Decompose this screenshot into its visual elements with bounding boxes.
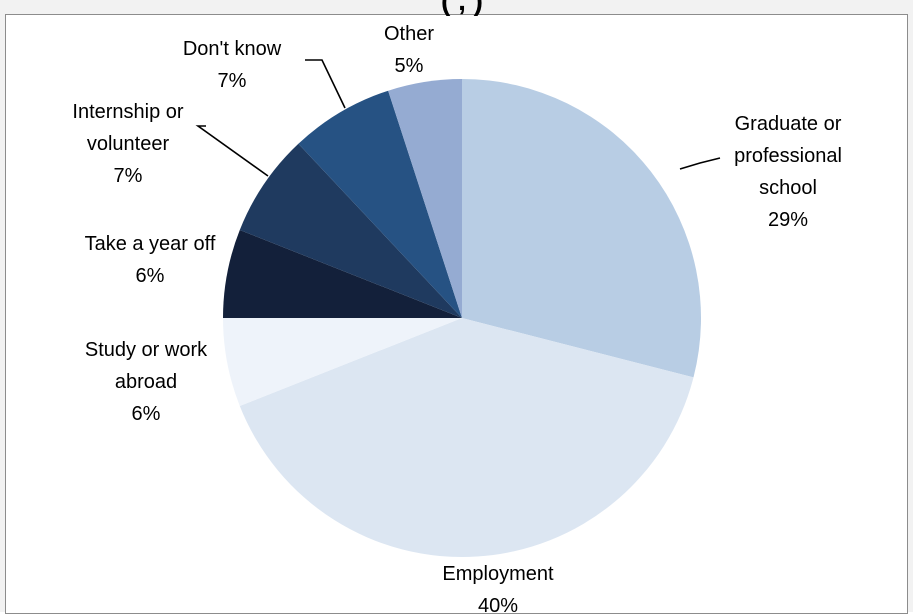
slice-category-label: volunteer <box>87 133 170 155</box>
slice-category-label: abroad <box>115 371 177 393</box>
slice-category-label: Internship or <box>72 101 184 123</box>
chart-title: ( , ) <box>441 0 483 16</box>
slice-value-label: 6% <box>132 403 161 425</box>
slice-value-label: 7% <box>218 70 247 92</box>
slice-labels: Graduate or professional school 29% Employme… <box>72 23 842 612</box>
leader-lines <box>195 59 721 177</box>
pie-slice <box>239 318 694 557</box>
slice-value-label: 29% <box>768 209 808 231</box>
pie-slice <box>223 318 462 406</box>
pie-slice <box>388 79 462 318</box>
slice-value-label: 6% <box>136 265 165 287</box>
slice-category-label: Other <box>384 23 434 45</box>
slice-category-label: professional <box>734 145 842 167</box>
pie-slices <box>223 79 701 557</box>
leader-line <box>195 125 269 177</box>
pie-slice <box>298 90 462 318</box>
pie-slice <box>239 143 462 318</box>
leader-line <box>679 157 721 170</box>
slice-value-label: 40% <box>478 595 518 612</box>
slice-category-label: Employment <box>442 563 554 585</box>
slice-category-label: Graduate or <box>735 113 842 135</box>
slice-category-label: Study or work <box>85 339 208 361</box>
slice-value-label: 7% <box>114 165 143 187</box>
slice-category-label: Take a year off <box>85 233 216 255</box>
slice-category-label: Don't know <box>183 38 282 60</box>
pie-slice <box>223 230 462 318</box>
leader-line <box>305 59 346 109</box>
slice-category-label: school <box>759 177 817 199</box>
pie-slice <box>462 79 701 378</box>
slice-value-label: 5% <box>395 55 424 77</box>
